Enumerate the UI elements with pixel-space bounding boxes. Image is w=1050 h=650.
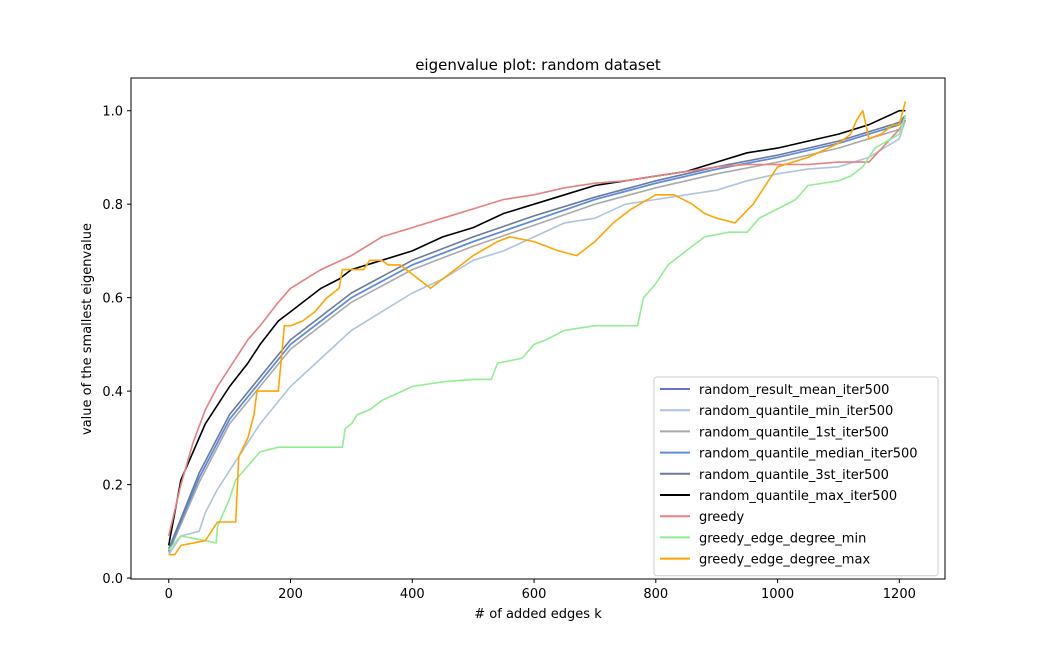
legend-label: random_quantile_1st_iter500	[699, 425, 889, 440]
legend-label: greedy_edge_degree_min	[699, 531, 866, 546]
x-tick-label: 200	[278, 587, 303, 602]
x-tick-label: 800	[643, 587, 668, 602]
y-tick-label: 0.2	[102, 479, 123, 494]
legend-label: random_quantile_3st_iter500	[699, 468, 889, 483]
series-line-random_quantile_min_iter500	[168, 119, 907, 556]
x-axis-label: # of added edges k	[474, 607, 602, 622]
legend-label: greedy_edge_degree_max	[699, 553, 870, 568]
legend-label: random_quantile_median_iter500	[699, 447, 918, 462]
x-tick-label: 0	[165, 587, 173, 602]
series-line-random_quantile_max_iter500	[167, 109, 906, 546]
legend-label: random_quantile_min_iter500	[699, 404, 893, 419]
axes-frame	[130, 77, 946, 580]
axis-ticks: 0 200 400 600 800 1000 1200 0.0 0.2 0.4 0.6 0.8 1.0	[102, 105, 916, 602]
x-tick-label: 1000	[761, 587, 794, 602]
series-line-greedy_edge_degree_min	[168, 115, 907, 551]
y-tick-label: 0.0	[102, 572, 123, 587]
y-tick-label: 0.8	[102, 198, 123, 213]
legend-label: greedy	[699, 510, 745, 525]
series-line-greedy_edge_degree_max	[168, 101, 907, 556]
plot-area	[167, 101, 907, 556]
series-line-greedy	[167, 119, 907, 537]
y-axis-label: value of the smallest eigenvalue	[80, 223, 95, 435]
y-tick-label: 1.0	[102, 105, 123, 120]
legend-label: random_result_mean_iter500	[699, 383, 889, 398]
chart-title: eigenvalue plot: random dataset	[415, 56, 661, 74]
legend-box	[653, 376, 939, 577]
x-tick-label: 600	[522, 587, 547, 602]
series-line-random_quantile_median_iter500	[167, 117, 907, 552]
y-tick-label: 0.4	[102, 385, 123, 400]
y-tick-label: 0.6	[102, 292, 123, 307]
x-tick-label: 1200	[883, 587, 916, 602]
legend-label: random_quantile_max_iter500	[699, 489, 897, 504]
legend: random_result_mean_iter500 random_quantil…	[653, 376, 939, 577]
series-line-random_quantile_3st_iter500	[167, 114, 907, 550]
x-tick-label: 400	[400, 587, 425, 602]
